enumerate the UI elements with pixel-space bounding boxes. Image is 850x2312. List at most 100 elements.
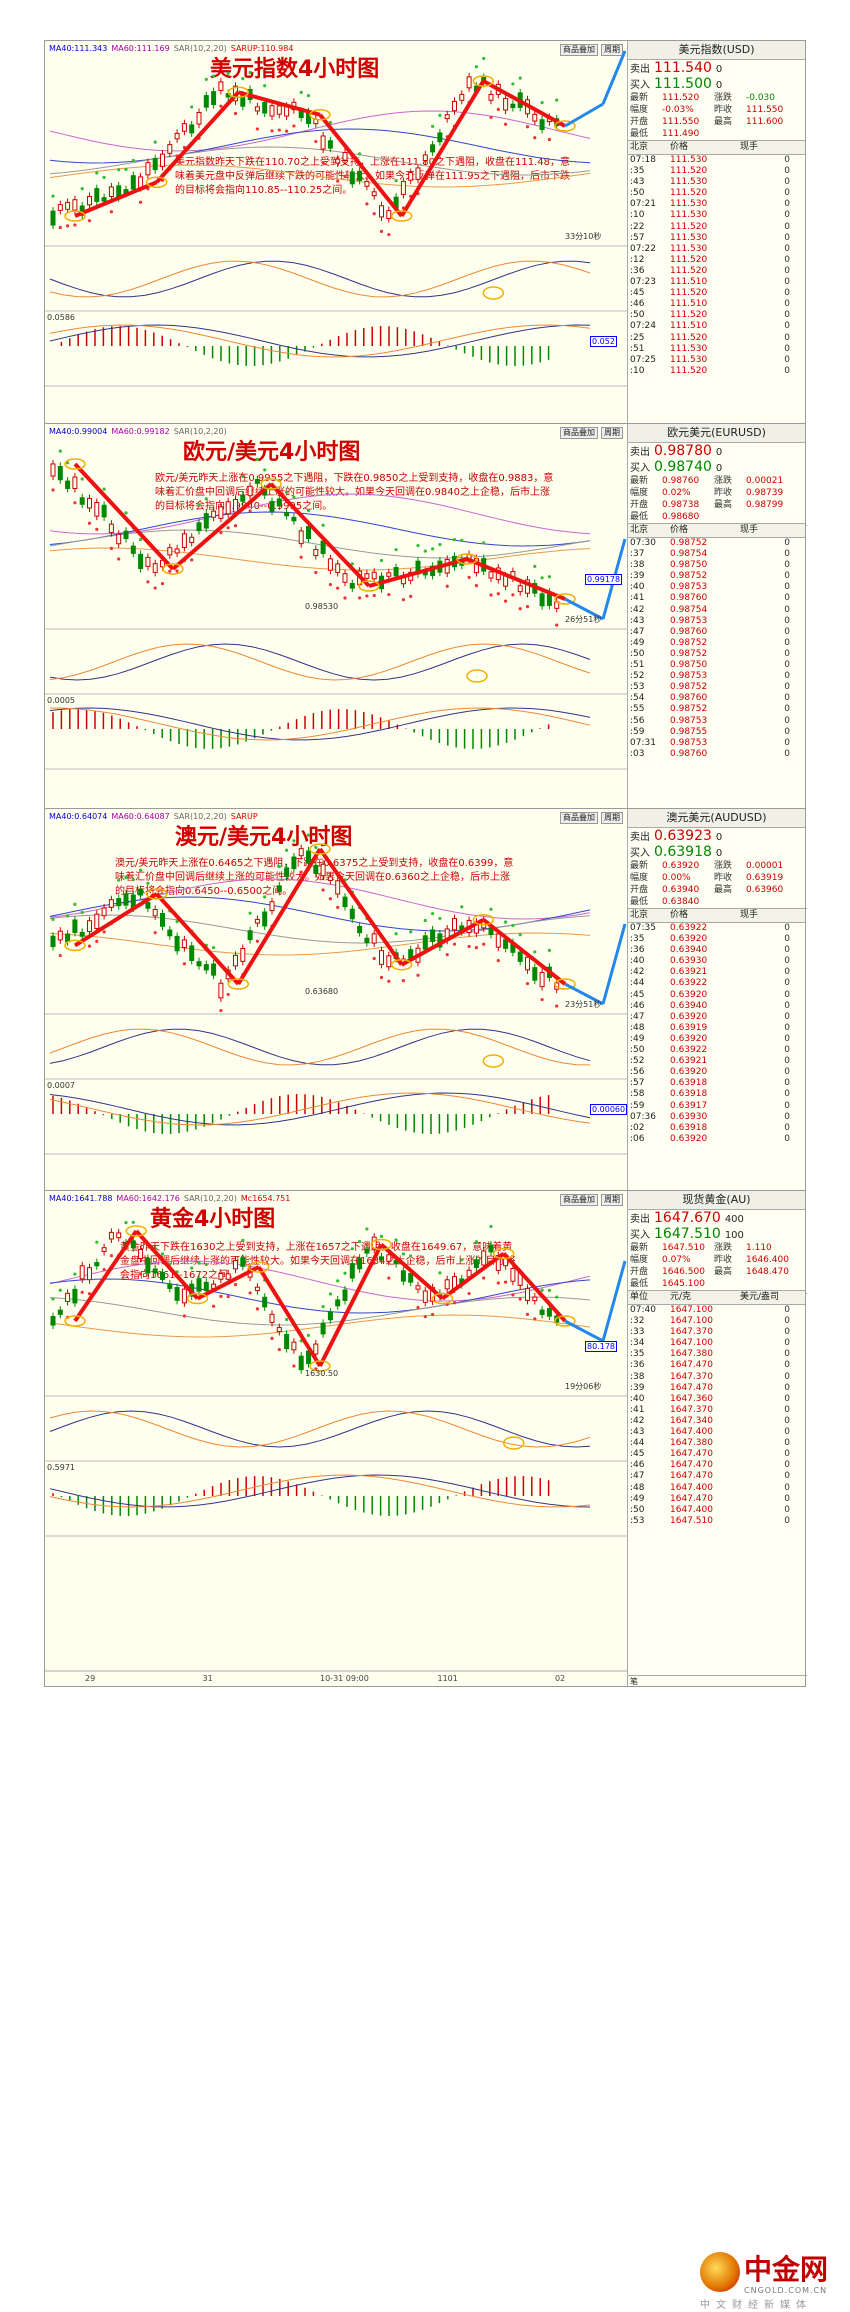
candle-body	[50, 935, 56, 947]
sar-dot	[416, 1305, 420, 1310]
stat-cell: 111.600	[746, 117, 784, 127]
tick-price: 0.98754	[670, 549, 708, 560]
sar-dot	[263, 468, 267, 472]
add-indicator-button[interactable]: 商品叠加	[560, 427, 598, 439]
tick-volume: 0	[784, 978, 790, 989]
tick-price: 0.98754	[670, 604, 708, 615]
sar-dot	[109, 546, 113, 550]
tick-time: :25	[630, 332, 645, 343]
sar-dot	[182, 962, 186, 966]
period-button[interactable]: 周期	[601, 44, 623, 56]
period-button[interactable]: 周期	[601, 427, 623, 439]
macd-line	[49, 1474, 591, 1508]
sar-dot	[285, 490, 289, 494]
sar-dot	[496, 1281, 500, 1285]
tick-volume: 0	[784, 1349, 790, 1360]
candle-body	[291, 516, 297, 522]
stat-cell: 涨跌	[714, 861, 733, 871]
sar-dot	[511, 593, 515, 597]
logo-slogan: 中文财经新媒体	[700, 2300, 812, 2311]
candle-body	[196, 111, 202, 125]
oscillator-line	[49, 1410, 591, 1448]
sar-dot	[438, 1271, 442, 1275]
tick-time: :56	[630, 1067, 645, 1078]
tick-row: :56 0.98753 0	[628, 716, 805, 727]
tick-volume: 0	[784, 210, 790, 221]
macd-scale-label: 0.0005	[47, 696, 75, 705]
stat-cell: 0.63919	[746, 873, 784, 883]
candle-body	[284, 867, 290, 878]
buy-price: 0.98740	[654, 459, 712, 475]
pivot-marker	[309, 843, 331, 855]
tick-row: :53 1647.510 0	[628, 1516, 805, 1527]
candle-body	[532, 967, 538, 981]
tick-price: 1647.470	[670, 1471, 713, 1482]
chart-canvas	[45, 1220, 627, 1672]
period-button[interactable]: 周期	[601, 1194, 623, 1206]
tick-row: 07:22 111.530 0	[628, 244, 805, 255]
candle-body	[364, 573, 370, 579]
add-indicator-button[interactable]: 商品叠加	[560, 1194, 598, 1206]
pivot-marker	[358, 580, 380, 592]
kline-chart[interactable]: MA40:1641.788 MA60:1642.176 SAR(10,2,20) Mc…	[45, 1191, 628, 1686]
sar-dot	[299, 90, 303, 94]
tick-time: :44	[630, 978, 645, 989]
sar-dot	[431, 124, 435, 128]
sar-dot	[540, 576, 544, 580]
sar-dot	[139, 200, 143, 204]
trend-segment	[236, 847, 322, 986]
ma40-label: MA40:1641.788	[49, 1194, 113, 1203]
quote-stats: 最新 0.63920 涨跌 0.00001 幅度 0.00% 昨收 0.63919 开盘 0.63…	[628, 860, 805, 908]
tick-volume: 0	[784, 166, 790, 177]
tick-volume: 0	[784, 155, 790, 165]
stat-cell: 涨跌	[714, 476, 733, 486]
candle-body	[57, 1309, 63, 1315]
moving-average-line	[49, 110, 591, 152]
candle-body	[327, 558, 333, 571]
sar-dot	[547, 948, 551, 952]
sar-dot	[350, 1247, 354, 1251]
pivot-marker	[227, 978, 250, 990]
candle-body	[386, 572, 392, 577]
tick-row: :50 111.520 0	[628, 310, 805, 321]
tick-volume: 0	[784, 288, 790, 299]
tick-row: 07:24 111.510 0	[628, 321, 805, 332]
sar-dot	[496, 592, 500, 596]
tick-row: :06 0.63920 0	[628, 1134, 805, 1145]
sar-dot	[226, 992, 230, 997]
tick-volume: 0	[784, 232, 790, 243]
sar-dot	[511, 1293, 515, 1297]
trend-segment	[318, 1243, 384, 1367]
add-indicator-button[interactable]: 商品叠加	[560, 812, 598, 824]
sar-dot	[226, 71, 230, 75]
pivot-marker	[456, 553, 478, 565]
tick-row: :40 0.98753 0	[628, 582, 805, 593]
pivot-marker	[260, 478, 282, 490]
tick-time: :33	[630, 1327, 645, 1338]
sar-dot	[518, 1297, 522, 1301]
candle-body	[422, 1290, 428, 1303]
tick-volume: 0	[784, 660, 790, 671]
tick-row: :46 111.510 0	[628, 299, 805, 310]
tick-time: 07:35	[630, 923, 656, 933]
tick-volume: 0	[784, 254, 790, 265]
add-indicator-button[interactable]: 商品叠加	[560, 44, 598, 56]
sar-dot	[438, 543, 442, 547]
sar-dot	[139, 868, 143, 872]
tick-volume: 0	[784, 265, 790, 276]
trend-segment	[318, 113, 404, 218]
candle-body	[291, 856, 297, 870]
tick-header: 北京 价格 现手	[628, 523, 805, 538]
tick-volume: 0	[784, 1404, 790, 1415]
period-button[interactable]: 周期	[601, 812, 623, 824]
tick-volume: 0	[784, 748, 790, 759]
tick-volume: 0	[784, 1415, 790, 1426]
tick-time: 07:22	[630, 243, 656, 254]
tick-time: :43	[630, 177, 645, 188]
candle-body	[174, 935, 180, 952]
stat-cell: 0.98739	[746, 488, 784, 498]
tick-time: :51	[630, 660, 645, 671]
stat-cell: 涨跌	[714, 1243, 733, 1253]
trend-segment	[318, 847, 404, 966]
sar-dot	[343, 596, 347, 600]
